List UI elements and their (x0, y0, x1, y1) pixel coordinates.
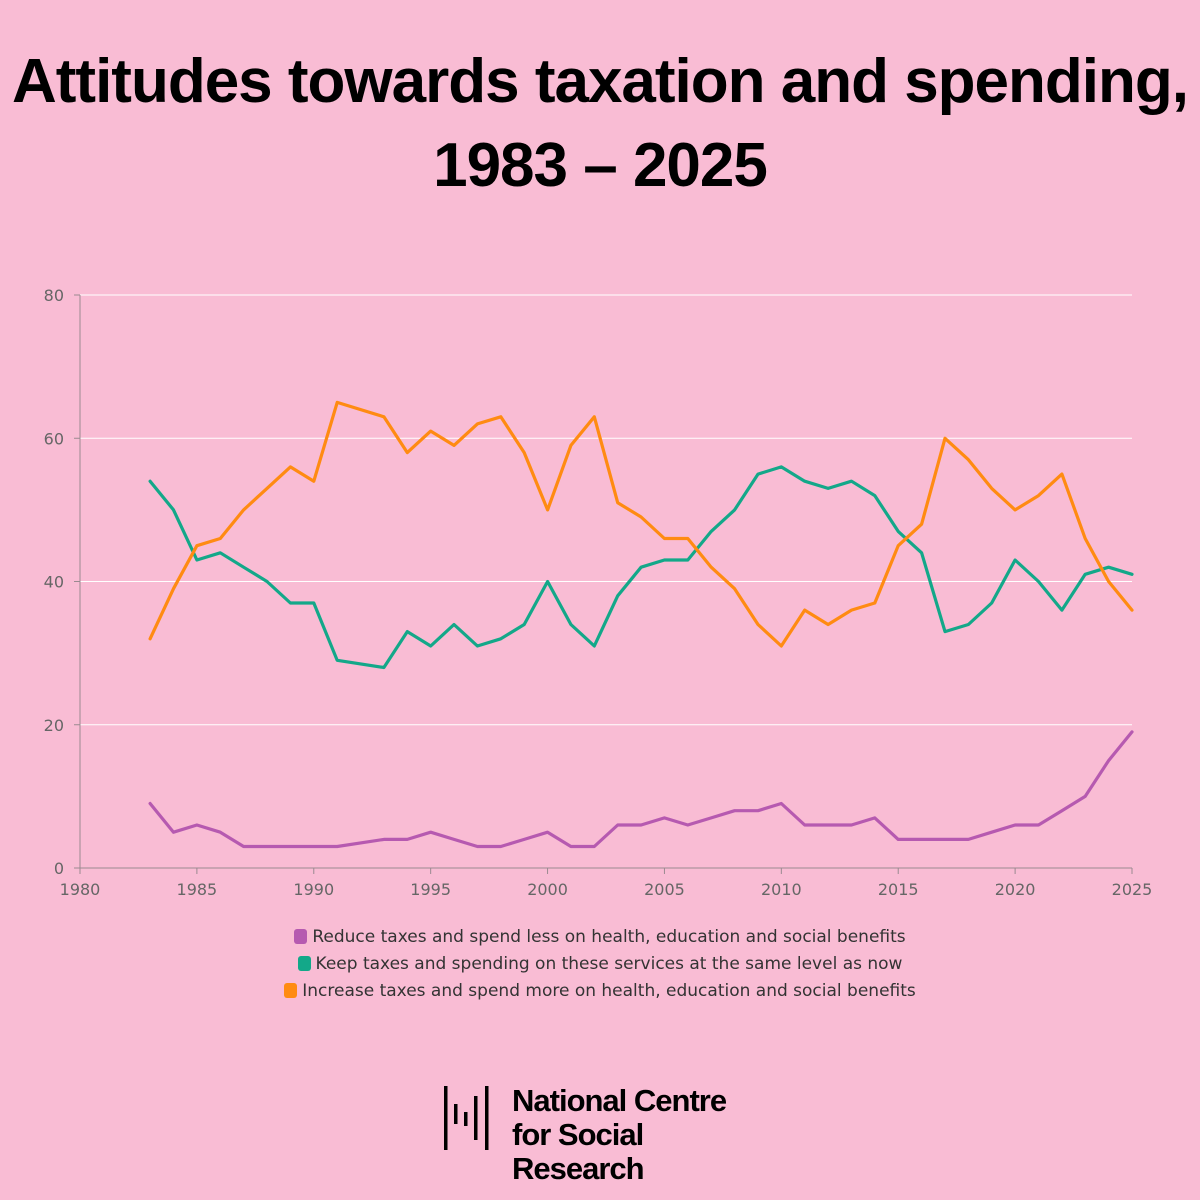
x-tick-label: 2015 (878, 880, 919, 899)
axes: 0 20 40 60 80 1980 1985 1990 1995 2000 2005 2010 201… (44, 286, 1153, 899)
legend-item-reduce[interactable]: Reduce taxes and spend less on health, e… (0, 924, 1200, 951)
legend: Reduce taxes and spend less on health, e… (0, 924, 1200, 1005)
x-tick-label: 2010 (761, 880, 802, 899)
x-tick-label: 2025 (1112, 880, 1153, 899)
x-tick-label: 1980 (60, 880, 101, 899)
x-tick-label: 1985 (177, 880, 218, 899)
logo-text: National Centre for Social Research (512, 1084, 782, 1186)
legend-swatch-reduce (294, 929, 308, 944)
series-lines (148, 400, 1134, 849)
y-tick-label: 60 (44, 429, 64, 448)
title-line-2: 1983 – 2025 (433, 131, 768, 200)
legend-label-keep: Keep taxes and spending on these service… (315, 954, 903, 974)
y-tick-label: 0 (54, 859, 64, 878)
series-line-keep[interactable] (148, 465, 1134, 670)
legend-label-reduce: Reduce taxes and spend less on health, e… (312, 927, 906, 947)
x-tick-label: 1990 (293, 880, 334, 899)
legend-swatch-keep (297, 956, 311, 971)
x-tick-label: 2005 (644, 880, 685, 899)
line-chart: 0 20 40 60 80 1980 1985 1990 1995 2000 2005 2010 201… (44, 286, 1153, 899)
ncsr-logo: National Centre for Social Research (442, 1082, 782, 1186)
logo-text-line-1: National Centre (512, 1083, 727, 1118)
x-tick-label: 2020 (995, 880, 1036, 899)
y-tick-label: 40 (44, 573, 64, 592)
y-tick-label: 20 (44, 716, 64, 735)
page-title: Attitudes towards taxation and spending,… (0, 40, 1200, 208)
y-tick-label: 80 (44, 286, 64, 305)
legend-item-increase[interactable]: Increase taxes and spend more on health,… (0, 978, 1200, 1005)
title-line-1: Attitudes towards taxation and spending, (12, 47, 1189, 116)
legend-item-keep[interactable]: Keep taxes and spending on these service… (0, 951, 1200, 978)
x-tick-label: 1995 (410, 880, 451, 899)
logo-text-line-2: for Social Research (512, 1117, 645, 1186)
legend-label-increase: Increase taxes and spend more on health,… (302, 981, 916, 1001)
series-line-reduce[interactable] (148, 730, 1134, 849)
ncsr-logo-mark-icon (444, 1086, 489, 1150)
legend-swatch-increase (284, 983, 298, 998)
series-line-increase[interactable] (148, 400, 1134, 648)
x-tick-label: 2000 (527, 880, 568, 899)
grid-lines (80, 294, 1132, 726)
